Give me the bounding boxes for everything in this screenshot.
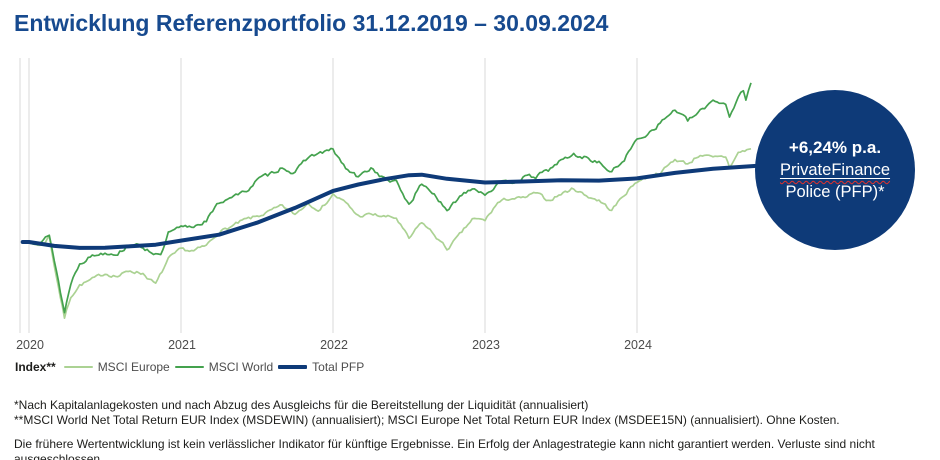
- badge-product-name: PrivateFinance: [780, 159, 890, 181]
- legend-label-msci-world: MSCI World: [208, 360, 274, 374]
- total-pfp-line: [20, 163, 759, 250]
- total-pfp-line-swatch: [278, 365, 308, 369]
- msci-world-line: [22, 82, 752, 314]
- badge-product-line2: Police (PFP)*: [785, 183, 885, 201]
- legend-item-msci-world: MSCI World: [174, 360, 274, 374]
- legend-item-msci-europe: MSCI Europe: [63, 360, 170, 374]
- x-tick-label-2024: 2024: [624, 338, 652, 352]
- performance-badge: +6,24% p.a. PrivateFinance Police (PFP)*: [755, 90, 915, 250]
- x-tick-label-2021: 2021: [168, 338, 196, 352]
- legend-item-total-pfp: Total PFP: [278, 360, 364, 374]
- x-tick-label-2020: 2020: [16, 338, 44, 352]
- badge-product-line1: PrivateFinance: [779, 161, 891, 179]
- msci-europe-line-swatch: [63, 366, 93, 368]
- msci-world-line-swatch: [174, 366, 204, 368]
- x-tick-label-2022: 2022: [320, 338, 348, 352]
- risk-disclaimer: Die frühere Wertentwicklung ist kein ver…: [14, 437, 875, 460]
- footnote-1: *Nach Kapitalanlagekosten und nach Abzug…: [14, 398, 589, 412]
- legend-label-msci-europe: MSCI Europe: [97, 360, 170, 374]
- legend-title: Index**: [15, 360, 56, 374]
- footnotes: *Nach Kapitalanlagekosten und nach Abzug…: [14, 398, 840, 427]
- x-tick-label-2023: 2023: [472, 338, 500, 352]
- footnote-2: **MSCI World Net Total Return EUR Index …: [14, 412, 840, 427]
- badge-rate: +6,24% p.a.: [788, 138, 882, 157]
- legend-label-total-pfp: Total PFP: [312, 360, 365, 374]
- msci-europe-line: [22, 147, 752, 320]
- page-title: Entwicklung Referenzportfolio 31.12.2019…: [14, 10, 609, 36]
- chart-legend: Index** MSCI Europe MSCI World Total PFP: [15, 360, 369, 374]
